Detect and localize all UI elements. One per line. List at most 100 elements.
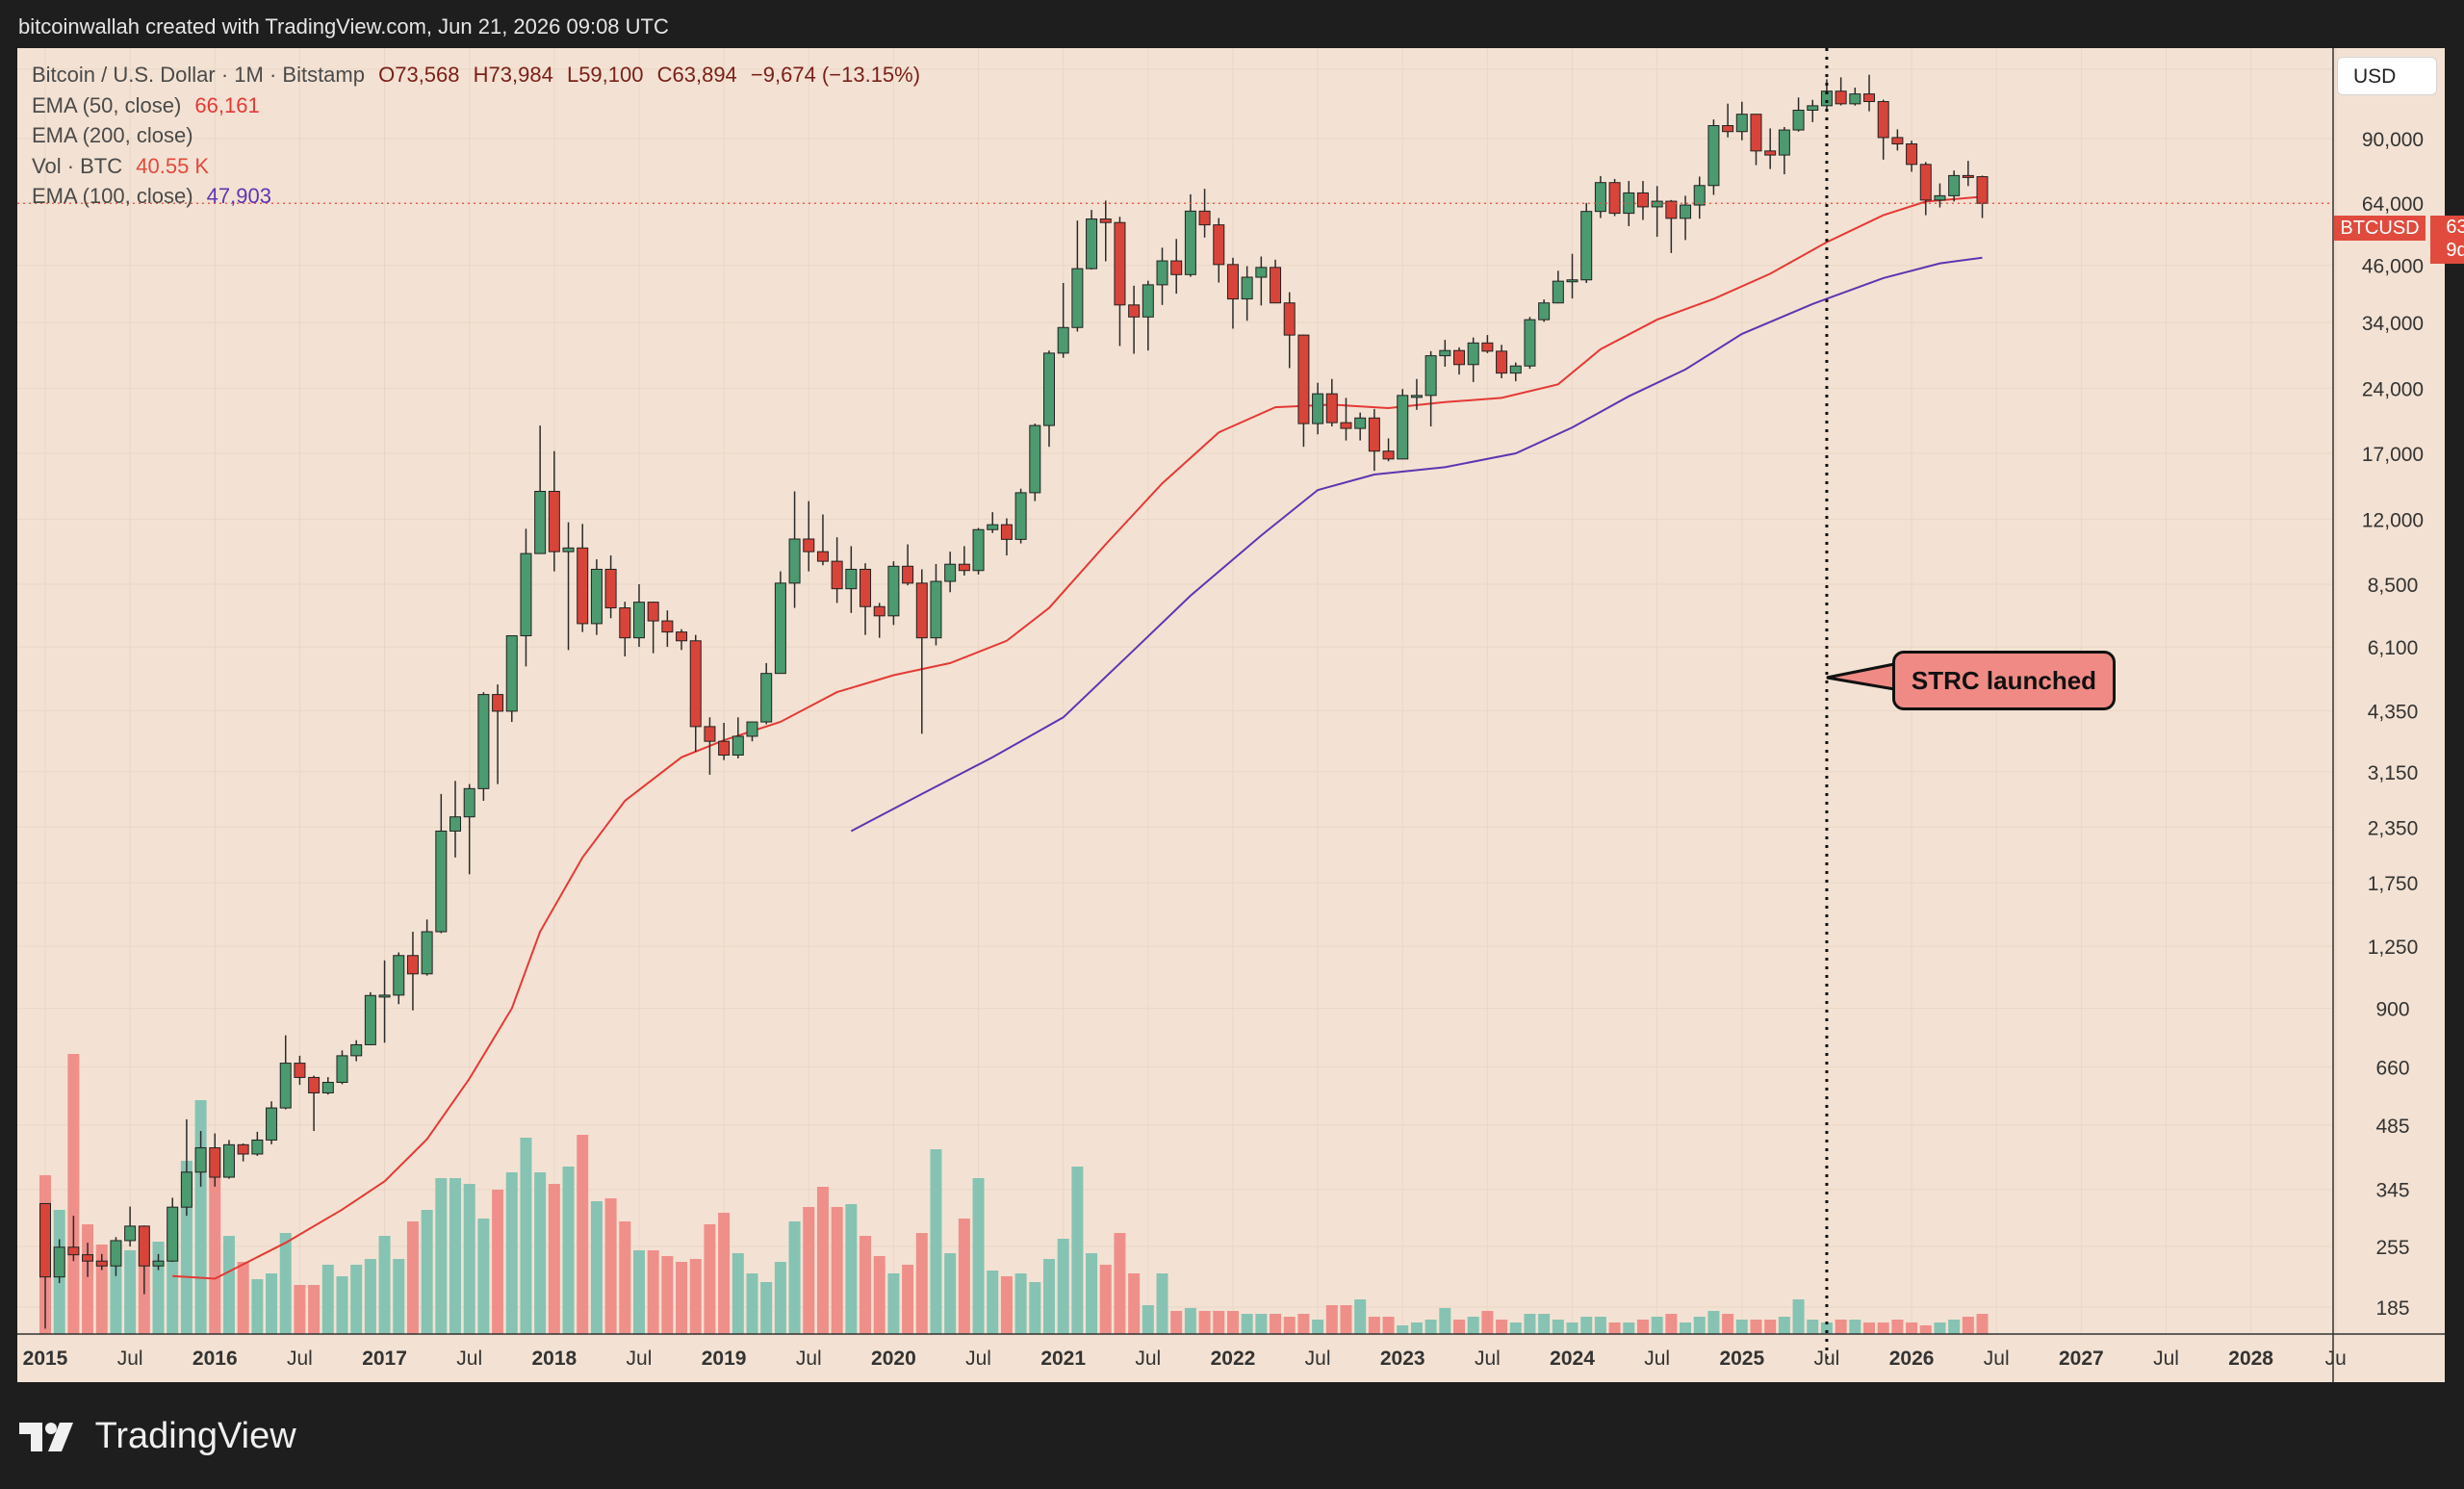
y-tick-label: 1,750	[2368, 873, 2419, 895]
price-tag-countdown: 9d 15h	[2446, 240, 2464, 261]
volume-bar	[1057, 1239, 1069, 1334]
candle-body	[138, 1225, 150, 1267]
ema100-label: EMA (100, close)	[32, 184, 193, 208]
attribution-text: bitcoinwallah created with TradingView.c…	[18, 14, 669, 39]
chart-area[interactable]: 130,00090,00064,00046,00034,00024,00017,…	[17, 48, 2445, 1382]
x-tick-label: Jul	[287, 1348, 313, 1370]
volume-bar	[1934, 1322, 1946, 1334]
volume-bar	[1665, 1314, 1678, 1334]
volume-bar	[1807, 1320, 1819, 1334]
ohlc-high: H73,984	[473, 63, 553, 87]
candle-body	[1496, 350, 1508, 374]
y-tick-label: 8,500	[2368, 575, 2419, 597]
legend-ema200-row[interactable]: EMA (200, close)	[32, 120, 920, 151]
y-tick-label: 90,000	[2362, 129, 2424, 151]
volume-bar	[1325, 1305, 1338, 1334]
volume-bar	[1283, 1317, 1296, 1334]
volume-bar	[704, 1224, 716, 1334]
ema50-line	[172, 195, 1983, 1280]
candle-body	[577, 547, 589, 625]
x-tick-label: Jul	[1305, 1348, 1331, 1370]
volume-bar	[831, 1207, 843, 1334]
candle-body	[152, 1260, 165, 1267]
volume-bar	[1509, 1322, 1522, 1334]
volume-bar	[449, 1178, 462, 1334]
candle-body	[294, 1063, 306, 1078]
ema50-label: EMA (50, close)	[32, 92, 182, 117]
volume-bar	[1566, 1322, 1578, 1334]
currency-button[interactable]: USD	[2337, 57, 2437, 95]
volume-bar	[902, 1265, 914, 1334]
volume-bar	[619, 1221, 631, 1334]
candle-body	[788, 538, 801, 584]
x-tick-label: Jul	[796, 1348, 822, 1370]
candle-body	[972, 528, 985, 572]
volume-bar	[1467, 1317, 1479, 1334]
candle-body	[406, 955, 419, 975]
x-tick-label: Jul	[456, 1348, 482, 1370]
volume-bar	[1948, 1320, 1961, 1334]
candle-body	[1382, 450, 1395, 460]
volume-bar	[279, 1233, 292, 1334]
candle-body	[1283, 302, 1296, 336]
legend-symbol-row: Bitcoin / U.S. Dollar · 1M · Bitstamp O7…	[32, 60, 920, 90]
volume-bar	[1919, 1325, 1932, 1334]
volume-bar	[816, 1187, 829, 1334]
legend-ema100-row[interactable]: EMA (100, close) 47,903	[32, 181, 920, 212]
candle-body	[873, 605, 886, 617]
volume-bar	[1354, 1299, 1367, 1334]
candle-body	[718, 740, 731, 756]
candle-body	[1156, 260, 1168, 286]
price-chart[interactable]: 130,00090,00064,00046,00034,00024,00017,…	[17, 48, 2445, 1382]
candle-body	[209, 1146, 221, 1178]
volume-bar	[1877, 1322, 1889, 1334]
x-tick-label: 2016	[192, 1348, 238, 1370]
volume-bar	[1340, 1305, 1352, 1334]
candle-body	[647, 602, 659, 622]
volume-bar	[1636, 1320, 1649, 1334]
volume-bar	[477, 1219, 490, 1334]
volume-bar	[803, 1207, 815, 1334]
tradingview-logo: TradingView	[19, 1415, 296, 1459]
candle-body	[1198, 210, 1211, 226]
volume-bar	[930, 1149, 942, 1334]
candle-body	[1509, 365, 1522, 374]
candle-body	[1524, 319, 1536, 367]
x-tick-label: 2026	[1889, 1348, 1935, 1370]
y-tick-label: 64,000	[2362, 193, 2424, 216]
volume-bar	[393, 1259, 405, 1334]
volume-bar	[1750, 1320, 1762, 1334]
y-tick-label: 4,350	[2368, 701, 2419, 723]
candle-body	[1962, 174, 1974, 178]
candle-body	[350, 1043, 363, 1057]
candle-body	[180, 1171, 192, 1208]
volume-bar	[1496, 1320, 1508, 1334]
legend-ema50-row[interactable]: EMA (50, close) 66,161	[32, 90, 920, 121]
x-tick-label: Jul	[1135, 1348, 1161, 1370]
candle-body	[1566, 279, 1578, 283]
volume-bar	[661, 1256, 674, 1334]
x-tick-label: 2027	[2059, 1348, 2104, 1370]
candle-body	[449, 816, 462, 832]
volume-bar	[944, 1253, 957, 1334]
volume-bar	[676, 1262, 688, 1334]
volume-bar	[209, 1167, 221, 1334]
legend-volume-row[interactable]: Vol · BTC 40.55 K	[32, 151, 920, 182]
y-tick-label: 46,000	[2362, 256, 2424, 278]
candle-body	[1538, 302, 1551, 321]
x-tick-label: Jul	[1475, 1348, 1501, 1370]
candle-body	[321, 1082, 334, 1093]
y-tick-label: 6,100	[2368, 637, 2419, 659]
volume-bar	[463, 1184, 475, 1334]
candle-body	[1807, 105, 1819, 112]
price-tag-price: 63,894	[2446, 217, 2464, 238]
candle-body	[1439, 349, 1451, 357]
volume-bar	[788, 1221, 801, 1334]
candle-body	[95, 1260, 108, 1267]
candle-body	[548, 490, 560, 552]
candle-body	[1014, 492, 1027, 540]
y-tick-label: 185	[2375, 1297, 2409, 1320]
y-tick-label: 345	[2375, 1180, 2409, 1202]
volume-bar	[534, 1172, 547, 1334]
volume-bar	[1693, 1317, 1706, 1334]
